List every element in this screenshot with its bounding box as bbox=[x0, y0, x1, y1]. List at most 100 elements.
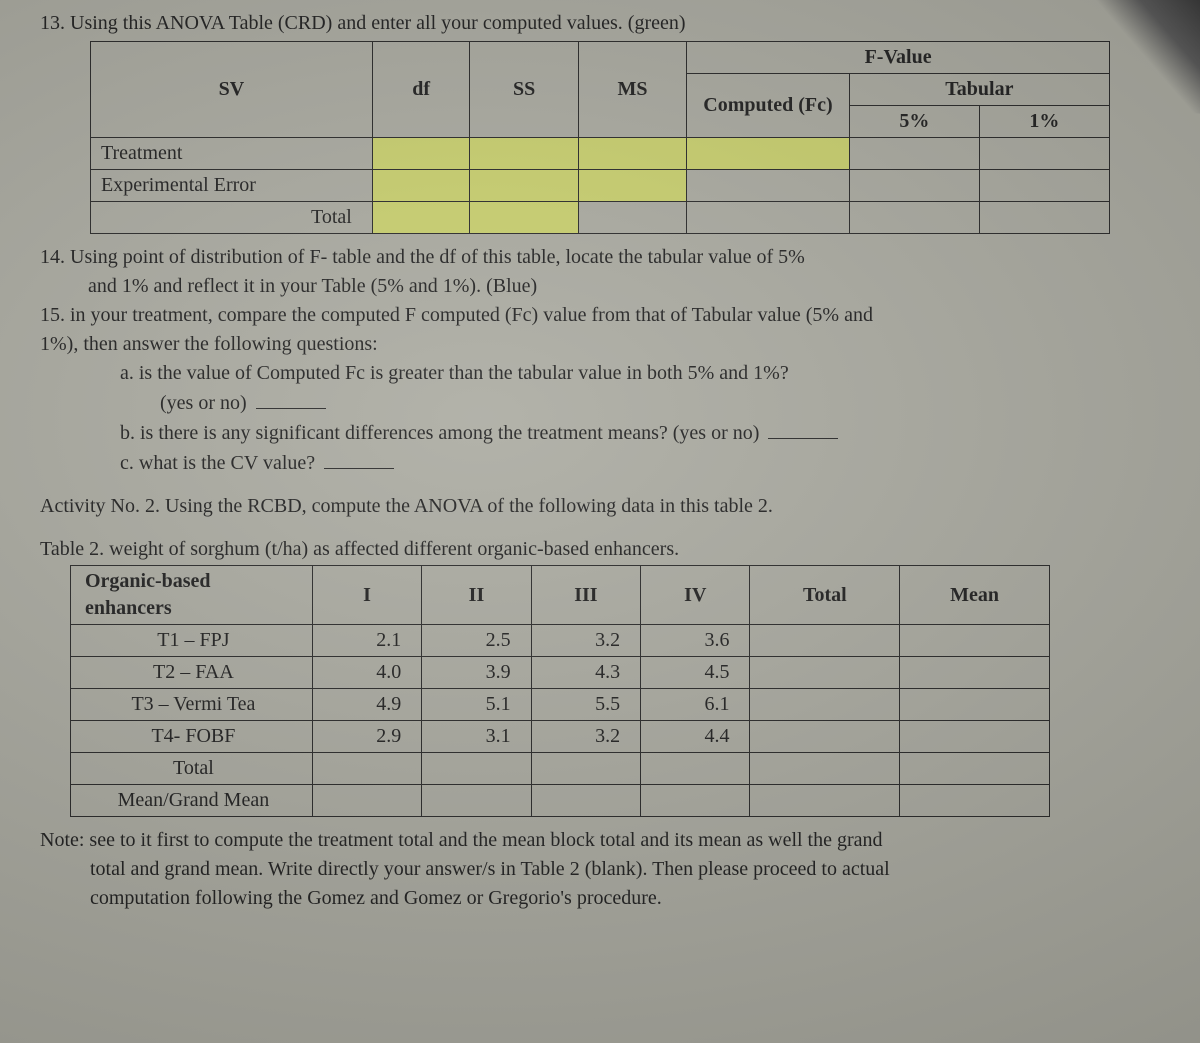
anova-cell bbox=[578, 202, 686, 234]
anova-treatment-label: Treatment bbox=[91, 138, 373, 170]
activity2-title: Activity No. 2. Using the RCBD, compute … bbox=[40, 493, 1180, 520]
q13-text: 13. Using this ANOVA Table (CRD) and ent… bbox=[40, 10, 1180, 37]
anova-cell bbox=[372, 138, 470, 170]
t2-r0-name: T1 – FPJ bbox=[71, 625, 313, 657]
t2-r0-v3: 3.6 bbox=[641, 625, 750, 657]
t2-cell-blank bbox=[312, 753, 421, 785]
anova-experr-label: Experimental Error bbox=[91, 170, 373, 202]
t2-h-mean: Mean bbox=[900, 566, 1050, 625]
anova-row-total: Total bbox=[91, 202, 1110, 234]
anova-h-df: df bbox=[372, 42, 470, 138]
note-l3: computation following the Gomez and Gome… bbox=[40, 885, 1180, 912]
anova-cell bbox=[470, 138, 578, 170]
t2-r1-v1: 3.9 bbox=[422, 657, 531, 689]
anova-h-5pct: 5% bbox=[849, 106, 979, 138]
t2-cell-blank bbox=[900, 785, 1050, 817]
anova-cell bbox=[979, 202, 1109, 234]
t2-h-label: Organic-based enhancers bbox=[71, 566, 313, 625]
t2-h-c4: IV bbox=[641, 566, 750, 625]
table-row: T1 – FPJ 2.1 2.5 3.2 3.6 bbox=[71, 625, 1050, 657]
anova-h-ss: SS bbox=[470, 42, 578, 138]
anova-cell bbox=[372, 170, 470, 202]
t2-cell-blank bbox=[531, 785, 640, 817]
blank-line bbox=[768, 419, 838, 439]
table-row: T4- FOBF 2.9 3.1 3.2 4.4 bbox=[71, 721, 1050, 753]
anova-cell bbox=[849, 170, 979, 202]
t2-cell-blank bbox=[900, 657, 1050, 689]
t2-cell-blank bbox=[531, 753, 640, 785]
t2-r1-v0: 4.0 bbox=[312, 657, 421, 689]
anova-cell bbox=[470, 202, 578, 234]
t2-r1-v3: 4.5 bbox=[641, 657, 750, 689]
table-row-total: Total bbox=[71, 753, 1050, 785]
q15-a: a. is the value of Computed Fc is greate… bbox=[40, 360, 1180, 387]
q14-line1: 14. Using point of distribution of F- ta… bbox=[40, 244, 1180, 271]
t2-cell-blank bbox=[750, 753, 900, 785]
q15-c-text: c. what is the CV value? bbox=[120, 452, 315, 474]
q15-b-text: b. is there is any significant differenc… bbox=[120, 422, 759, 444]
anova-cell bbox=[849, 138, 979, 170]
anova-h-tabular: Tabular bbox=[849, 74, 1109, 106]
t2-r2-v1: 5.1 bbox=[422, 689, 531, 721]
t2-cell-blank bbox=[900, 625, 1050, 657]
t2-r3-v3: 4.4 bbox=[641, 721, 750, 753]
anova-total-label: Total bbox=[91, 202, 373, 234]
t2-h-c1: I bbox=[312, 566, 421, 625]
anova-cell bbox=[687, 170, 850, 202]
anova-cell bbox=[470, 170, 578, 202]
t2-cell-blank bbox=[312, 785, 421, 817]
t2-cell-blank bbox=[641, 785, 750, 817]
t2-cell-blank bbox=[750, 721, 900, 753]
t2-h-c3: III bbox=[531, 566, 640, 625]
t2-r1-v2: 4.3 bbox=[531, 657, 640, 689]
t2-r0-v0: 2.1 bbox=[312, 625, 421, 657]
t2-r0-v2: 3.2 bbox=[531, 625, 640, 657]
note-block: Note: see to it first to compute the tre… bbox=[40, 827, 1180, 912]
t2-r2-name: T3 – Vermi Tea bbox=[71, 689, 313, 721]
anova-h-1pct: 1% bbox=[979, 106, 1109, 138]
anova-cell bbox=[578, 170, 686, 202]
blank-line bbox=[256, 389, 326, 409]
table2-title: Table 2. weight of sorghum (t/ha) as aff… bbox=[40, 536, 1180, 563]
t2-h-total: Total bbox=[750, 566, 900, 625]
t2-cell-blank bbox=[422, 785, 531, 817]
t2-cell-blank bbox=[750, 625, 900, 657]
t2-footer2: Mean/Grand Mean bbox=[71, 785, 313, 817]
anova-h-fvalue: F-Value bbox=[687, 42, 1110, 74]
anova-h-ms: MS bbox=[578, 42, 686, 138]
blank-line bbox=[324, 449, 394, 469]
anova-cell bbox=[979, 170, 1109, 202]
table2: Organic-based enhancers I II III IV Tota… bbox=[70, 565, 1050, 817]
q15-a-paren-text: (yes or no) bbox=[160, 392, 247, 414]
anova-cell bbox=[578, 138, 686, 170]
anova-row-experr: Experimental Error bbox=[91, 170, 1110, 202]
anova-h-sv: SV bbox=[91, 42, 373, 138]
t2-r3-v1: 3.1 bbox=[422, 721, 531, 753]
note-l1: Note: see to it first to compute the tre… bbox=[40, 827, 1180, 854]
anova-cell bbox=[687, 138, 850, 170]
t2-cell-blank bbox=[750, 785, 900, 817]
q14-line2: and 1% and reflect it in your Table (5% … bbox=[40, 273, 1180, 300]
q15-b: b. is there is any significant differenc… bbox=[40, 419, 1180, 447]
t2-cell-blank bbox=[900, 689, 1050, 721]
t2-cell-blank bbox=[900, 721, 1050, 753]
table-row: T2 – FAA 4.0 3.9 4.3 4.5 bbox=[71, 657, 1050, 689]
anova-cell bbox=[849, 202, 979, 234]
anova-h-computed: Computed (Fc) bbox=[687, 74, 850, 138]
q15-line1: 15. in your treatment, compare the compu… bbox=[40, 302, 1180, 329]
t2-h-c2: II bbox=[422, 566, 531, 625]
table-row-grandmean: Mean/Grand Mean bbox=[71, 785, 1050, 817]
anova-table: SV df SS MS F-Value Computed (Fc) Tabula… bbox=[90, 41, 1110, 234]
t2-r0-v1: 2.5 bbox=[422, 625, 531, 657]
t2-r2-v3: 6.1 bbox=[641, 689, 750, 721]
anova-cell bbox=[979, 138, 1109, 170]
t2-r3-name: T4- FOBF bbox=[71, 721, 313, 753]
t2-r2-v0: 4.9 bbox=[312, 689, 421, 721]
anova-cell bbox=[372, 202, 470, 234]
q15-line2: 1%), then answer the following questions… bbox=[40, 331, 1180, 358]
t2-cell-blank bbox=[641, 753, 750, 785]
q15-a-paren: (yes or no) bbox=[40, 389, 1180, 417]
t2-cell-blank bbox=[900, 753, 1050, 785]
table-row: T3 – Vermi Tea 4.9 5.1 5.5 6.1 bbox=[71, 689, 1050, 721]
t2-cell-blank bbox=[750, 689, 900, 721]
